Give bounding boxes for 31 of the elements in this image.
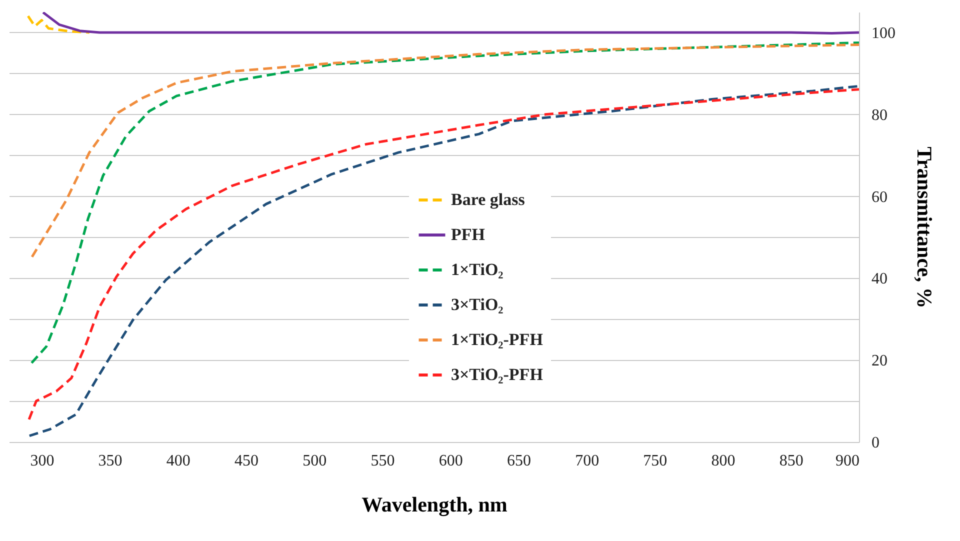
x-tick-label: 700 [575, 452, 600, 470]
legend-label: 1×TiO₂-PFH [451, 330, 543, 349]
x-tick-label: 550 [370, 452, 395, 470]
y-tick-label: 60 [872, 188, 888, 206]
x-tick-label: 750 [643, 452, 668, 470]
x-tick-label: 350 [98, 452, 122, 470]
x-axis-title: Wavelength, nm [362, 492, 508, 516]
legend-label: 3×TiO₂ [451, 295, 504, 314]
x-tick-label: 300 [30, 452, 54, 470]
y-axis-title: Transmittance, % [912, 146, 936, 308]
x-tick-label: 400 [166, 452, 190, 470]
line-series [42, 12, 859, 35]
x-tick-label: 650 [506, 452, 531, 470]
x-tick-label: 500 [302, 452, 327, 470]
y-tick-label: 40 [872, 270, 888, 288]
x-tick-label: 900 [836, 452, 860, 470]
y-tick-label: 20 [872, 352, 888, 370]
x-tick-label: 850 [779, 452, 804, 470]
legend-label: Bare glass [451, 190, 526, 209]
line-series [26, 14, 91, 34]
x-tick-label: 600 [438, 452, 463, 470]
legend-label: 3×TiO₂-PFH [451, 365, 543, 384]
legend-label: PFH [451, 225, 485, 244]
x-tick-label: 450 [234, 452, 259, 470]
line-series [30, 41, 859, 364]
x-tick-label: 800 [711, 452, 736, 470]
y-tick-label: 0 [872, 434, 880, 452]
legend-label: 1×TiO₂ [451, 260, 504, 279]
y-tick-label: 80 [872, 106, 888, 124]
line-series [30, 44, 859, 258]
y-tick-label: 100 [872, 24, 896, 42]
